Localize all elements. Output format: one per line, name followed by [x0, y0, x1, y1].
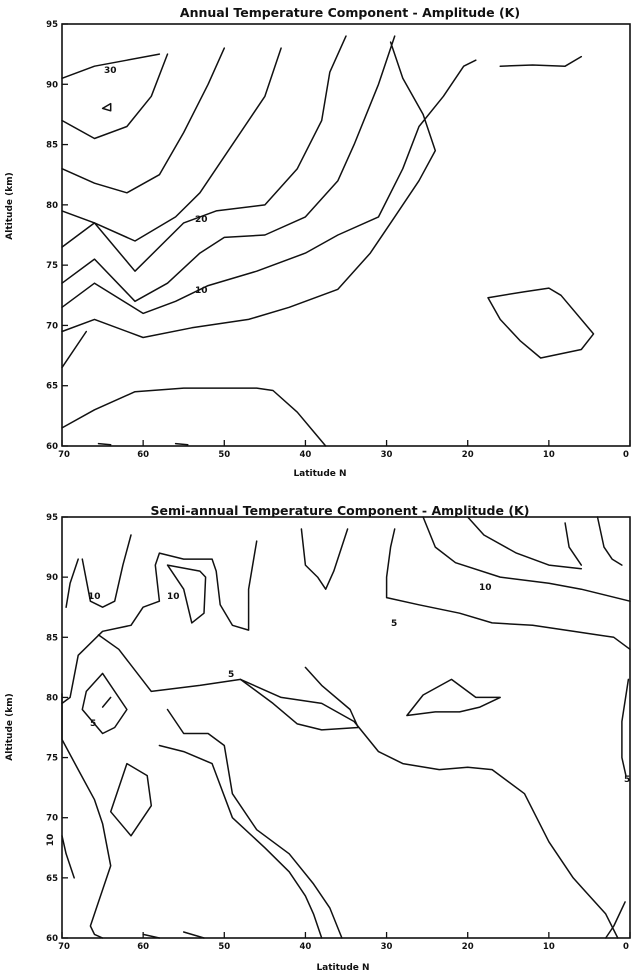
x-tick-label: 30 [381, 450, 393, 460]
x-tick-label: 0 [623, 450, 629, 460]
x-axis-label: Latitude N [316, 963, 369, 973]
contour-line [61, 59, 477, 315]
contour-line [61, 35, 396, 303]
contour-line [166, 564, 207, 624]
contour-label: 20 [195, 215, 208, 225]
contour-line [61, 540, 258, 705]
y-tick-label: 70 [46, 321, 58, 331]
y-tick-label: 65 [46, 382, 58, 392]
y-tick-label: 80 [46, 693, 58, 703]
contour-line [97, 634, 619, 939]
contour-line [174, 442, 189, 446]
y-tick-label: 90 [46, 573, 58, 583]
contour-line [61, 35, 347, 272]
contour-label: 10 [195, 286, 208, 296]
y-tick-label: 75 [46, 754, 58, 764]
contour-label: 10 [46, 834, 56, 847]
contour-line [406, 678, 501, 717]
plot-frame [61, 516, 631, 939]
contour-line [487, 287, 595, 359]
x-tick-label: 50 [218, 942, 230, 952]
x-tick-label: 40 [300, 942, 312, 952]
contour-line [239, 666, 359, 731]
x-tick-label: 40 [300, 450, 312, 460]
contour-line [81, 672, 128, 735]
contour-line [61, 41, 437, 339]
contour-label: 5 [228, 670, 234, 680]
contour-line [109, 762, 153, 837]
contour-line [604, 901, 626, 939]
y-tick-label: 70 [46, 814, 58, 824]
x-tick-label: 60 [137, 942, 149, 952]
y-tick-label: 75 [46, 261, 58, 271]
contour-line [466, 516, 583, 570]
y-tick-label: 80 [46, 201, 58, 211]
contour-line [564, 522, 583, 566]
plot-frame [61, 23, 631, 447]
contour-line [61, 835, 75, 879]
contour-label: 5 [391, 619, 397, 629]
x-tick-label: 70 [58, 450, 70, 460]
contour-line [142, 933, 161, 939]
contour-line [101, 696, 112, 708]
contour-line [65, 558, 79, 608]
y-tick-label: 60 [46, 442, 58, 452]
x-tick-label: 10 [543, 942, 555, 952]
contour-line [422, 516, 631, 602]
contour-line [499, 55, 583, 67]
x-tick-label: 30 [381, 942, 393, 952]
y-tick-label: 85 [46, 141, 58, 151]
annual-chart: Annual Temperature Component - Amplitude… [5, 5, 631, 479]
semi-annual-chart: Semi-annual Temperature Component - Ampl… [5, 503, 631, 973]
x-tick-label: 20 [462, 942, 474, 952]
contour-label: 30 [104, 66, 117, 76]
contour-line [182, 931, 205, 939]
x-axis-label: Latitude N [293, 469, 346, 479]
x-tick-label: 70 [58, 942, 70, 952]
y-tick-label: 85 [46, 633, 58, 643]
chart-title: Semi-annual Temperature Component - Ampl… [151, 503, 530, 518]
y-axis-label: Altitude (km) [5, 172, 15, 239]
contour-label: 5 [624, 775, 630, 785]
x-tick-label: 20 [462, 450, 474, 460]
contour-line [158, 744, 323, 939]
contour-line [61, 53, 169, 140]
contour-label: 10 [167, 592, 180, 602]
contour-line [61, 47, 226, 194]
y-tick-label: 65 [46, 874, 58, 884]
contour-line [166, 708, 343, 939]
contour-line [81, 534, 132, 608]
chart-title: Annual Temperature Component - Amplitude… [180, 5, 520, 20]
contour-label: 10 [479, 583, 492, 593]
contour-line [596, 516, 623, 566]
contour-line [61, 47, 282, 242]
x-tick-label: 50 [218, 450, 230, 460]
contour-label: 10 [88, 592, 101, 602]
y-axis-label: Altitude (km) [5, 693, 15, 760]
x-tick-label: 60 [137, 450, 149, 460]
x-tick-label: 0 [623, 942, 629, 952]
x-tick-label: 10 [543, 450, 555, 460]
contour-line [300, 528, 349, 590]
contour-line [61, 53, 161, 80]
contour-line [61, 387, 327, 447]
contour-line [61, 693, 112, 939]
contour-line [621, 678, 630, 777]
y-tick-label: 90 [46, 80, 58, 90]
contour-line [61, 330, 88, 369]
contour-label: 5 [90, 719, 96, 729]
contour-line [97, 442, 112, 446]
y-tick-label: 60 [46, 934, 58, 944]
contour-line [101, 102, 112, 112]
y-tick-label: 95 [46, 513, 58, 523]
contour-line [385, 528, 631, 651]
y-tick-label: 95 [46, 20, 58, 30]
